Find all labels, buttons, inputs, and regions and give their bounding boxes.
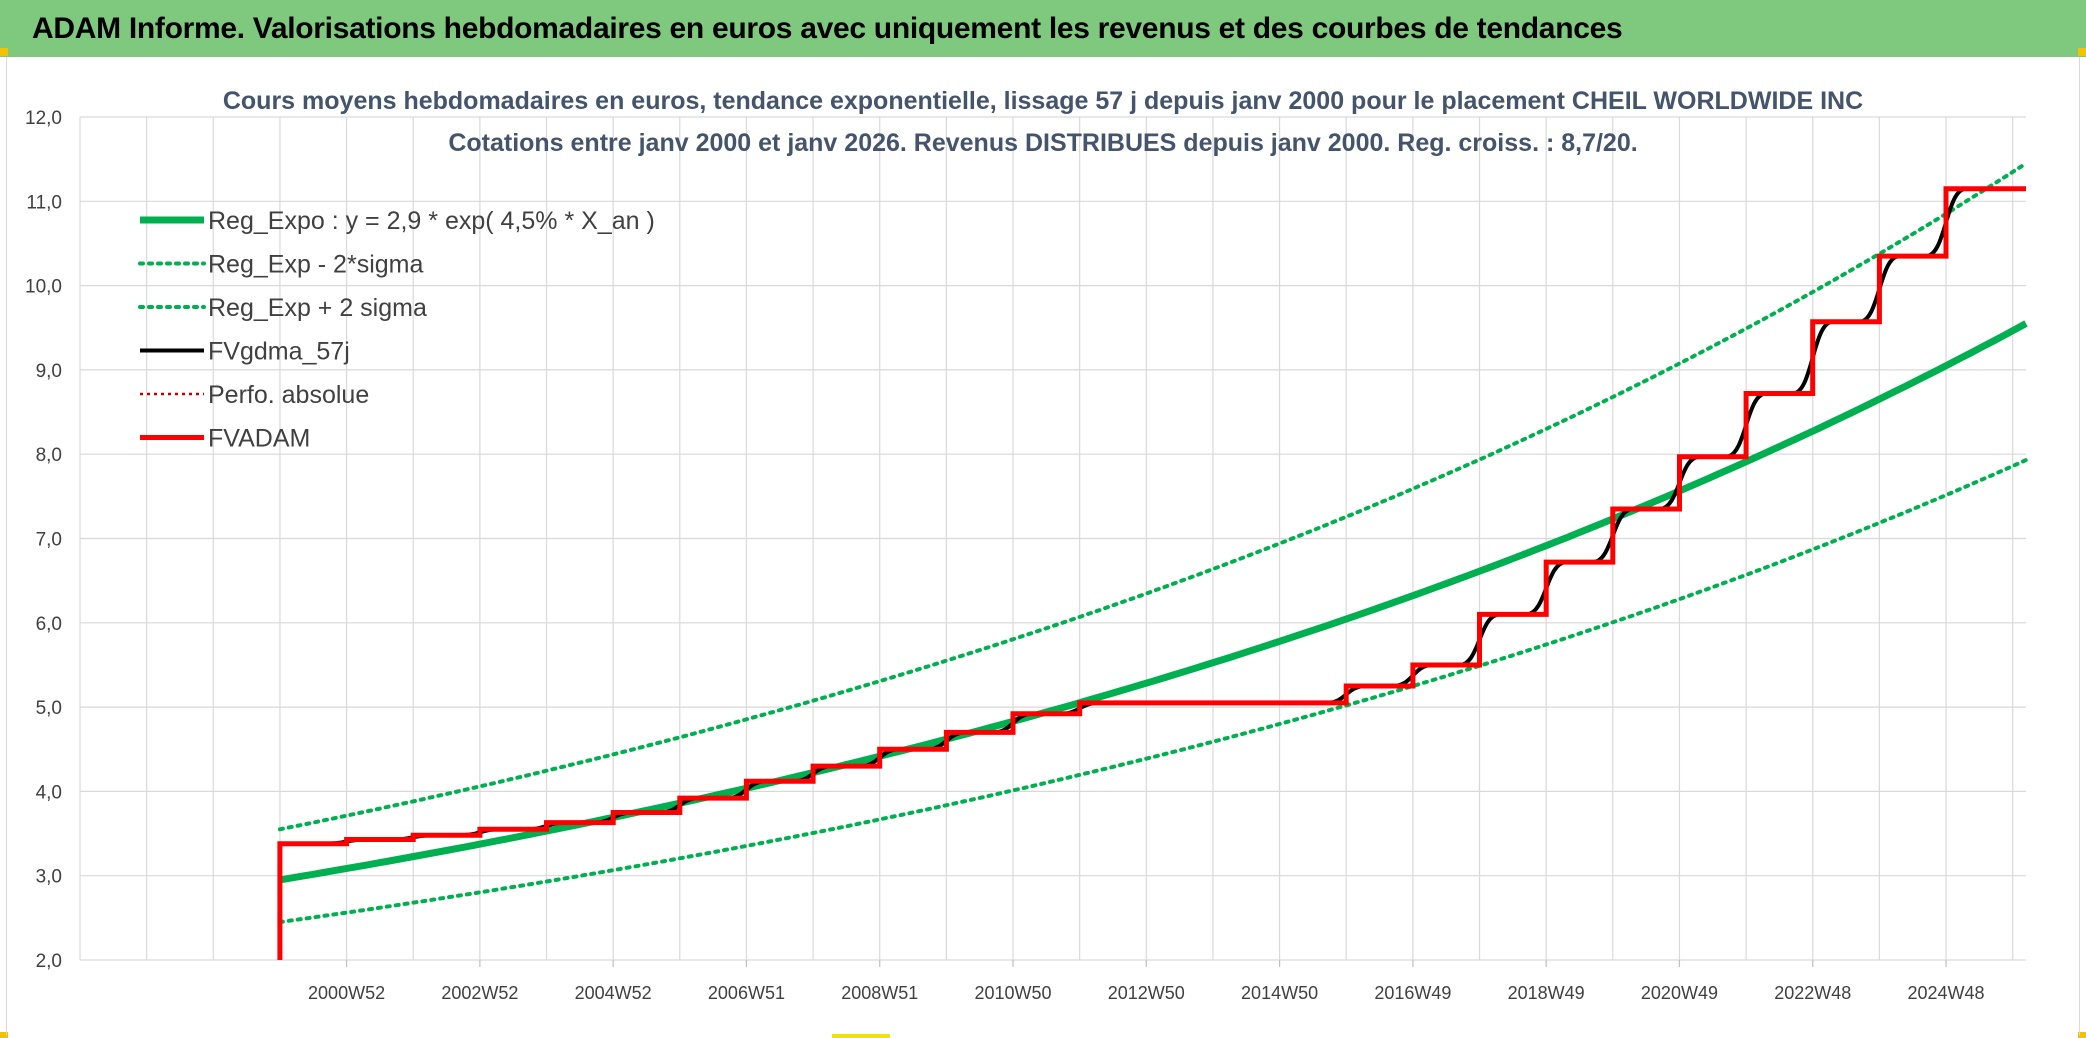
y-tick-label: 2,0 — [36, 951, 62, 972]
series-reg-exp-plus-2sigma — [277, 161, 2028, 832]
corner-marker-right — [2078, 48, 2086, 56]
corner-marker-bottom-right — [2078, 1032, 2086, 1038]
y-tick-label: 4,0 — [36, 782, 62, 803]
y-tick-label: 6,0 — [36, 614, 62, 635]
chart-legend: Reg_Expo : y = 2,9 * exp( 4,5% * X_an ) R… — [138, 207, 655, 453]
y-tick-label: 10,0 — [25, 277, 62, 298]
report-banner: ADAM Informe. Valorisations hebdomadaire… — [0, 0, 2086, 57]
x-tick-label: 2018W49 — [1508, 983, 1585, 1003]
legend-label-perfo: Perfo. absolue — [208, 381, 369, 409]
x-tick-label: 2000W52 — [308, 983, 385, 1003]
legend-label-fvadam: FVADAM — [208, 425, 310, 453]
y-tick-label: 7,0 — [36, 530, 62, 551]
series-fvadam — [277, 186, 2026, 960]
x-tick-label: 2010W50 — [974, 983, 1051, 1003]
x-tick-label: 2022W48 — [1774, 983, 1851, 1003]
x-tick-label: 2008W51 — [841, 983, 918, 1003]
y-tick-label: 12,0 — [25, 108, 62, 129]
legend-label-gdma: FVgdma_57j — [208, 338, 350, 366]
x-tick-label: 2002W52 — [441, 983, 518, 1003]
x-tick-label: 2014W50 — [1241, 983, 1318, 1003]
x-tick-label: 2004W52 — [575, 983, 652, 1003]
legend-label-high: Reg_Exp + 2 sigma — [208, 294, 427, 322]
chart-axes: 2,0 3,0 4,0 5,0 6,0 7,0 8,0 9,0 10,0 11,0 12,0 2000… — [25, 108, 1985, 1003]
series-reg-exp-minus-2sigma — [277, 458, 2028, 925]
x-tick-label: 2016W49 — [1374, 983, 1451, 1003]
y-tick-label: 11,0 — [26, 192, 62, 213]
legend-label-low: Reg_Exp - 2*sigma — [208, 251, 423, 279]
y-tick-label: 8,0 — [36, 445, 62, 466]
x-tick-label: 2020W49 — [1641, 983, 1718, 1003]
y-tick-label: 3,0 — [36, 867, 62, 888]
chart-title-line1: Cours moyens hebdomadaires en euros, ten… — [223, 87, 1863, 115]
legend-label-reg: Reg_Expo : y = 2,9 * exp( 4,5% * X_an ) — [208, 207, 655, 235]
y-tick-label: 9,0 — [36, 361, 62, 382]
corner-marker-bottom-mid — [832, 1034, 890, 1038]
x-tick-label: 2006W51 — [708, 983, 785, 1003]
series-reg-expo — [279, 320, 2028, 884]
chart-series — [277, 161, 2028, 960]
corner-marker-left — [0, 48, 8, 56]
x-tick-label: 2024W48 — [1907, 983, 1984, 1003]
corner-marker-bottom-left — [0, 1032, 8, 1038]
x-tick-label: 2012W50 — [1108, 983, 1185, 1003]
chart-frame — [6, 57, 2080, 1035]
chart-title-line2: Cotations entre janv 2000 et janv 2026. … — [448, 129, 1637, 157]
series-fvgdma-57j — [279, 186, 2026, 846]
report-title: ADAM Informe. Valorisations hebdomadaire… — [32, 11, 1623, 45]
y-tick-label: 5,0 — [36, 698, 62, 719]
chart-grid — [79, 116, 2026, 961]
